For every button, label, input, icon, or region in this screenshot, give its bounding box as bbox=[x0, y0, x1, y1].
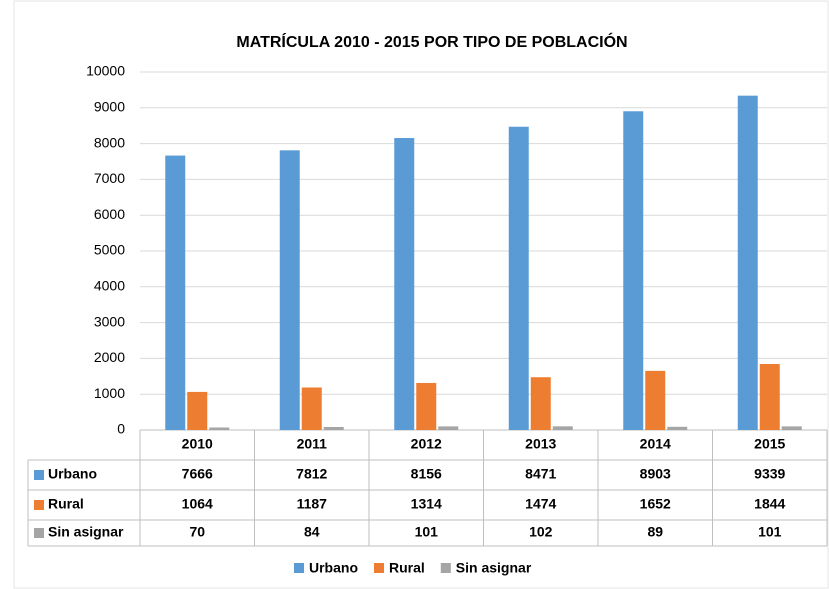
table-cell: 101 bbox=[415, 524, 439, 540]
table-cell: 1652 bbox=[640, 496, 671, 512]
table-cell: 84 bbox=[304, 524, 320, 540]
y-tick-label: 5000 bbox=[94, 242, 125, 258]
bar bbox=[438, 426, 459, 430]
y-tick-label: 4000 bbox=[94, 278, 125, 294]
x-tick-label: 2012 bbox=[411, 436, 442, 452]
bar bbox=[737, 95, 758, 430]
bar bbox=[645, 370, 666, 430]
bar bbox=[667, 426, 688, 430]
bar bbox=[552, 426, 573, 430]
table-cell: 102 bbox=[529, 524, 553, 540]
table-cell: 8903 bbox=[640, 466, 671, 482]
table-legend-swatch bbox=[34, 528, 44, 538]
table-row-label: Rural bbox=[48, 496, 84, 512]
y-tick-label: 9000 bbox=[94, 99, 125, 115]
legend-label: Rural bbox=[389, 560, 425, 576]
y-tick-label: 10000 bbox=[86, 63, 125, 79]
table-cell: 7812 bbox=[296, 466, 327, 482]
y-tick-label: 6000 bbox=[94, 206, 125, 222]
y-tick-label: 2000 bbox=[94, 349, 125, 365]
table-cell: 1187 bbox=[297, 496, 328, 512]
table-row-label: Sin asignar bbox=[48, 524, 124, 540]
chart-title: MATRÍCULA 2010 - 2015 POR TIPO DE POBLAC… bbox=[236, 32, 627, 51]
table-cell: 101 bbox=[758, 524, 782, 540]
y-tick-label: 0 bbox=[117, 421, 125, 437]
bar bbox=[209, 427, 230, 430]
legend-swatch bbox=[374, 563, 384, 573]
legend-label: Urbano bbox=[309, 560, 358, 576]
bar bbox=[394, 138, 415, 430]
bar bbox=[416, 382, 437, 430]
table-legend-swatch bbox=[34, 500, 44, 510]
y-tick-label: 1000 bbox=[94, 385, 125, 401]
table-cell: 8471 bbox=[525, 466, 556, 482]
legend-swatch bbox=[440, 563, 451, 573]
y-tick-label: 7000 bbox=[94, 170, 125, 186]
table-cell: 7666 bbox=[182, 466, 213, 482]
x-tick-label: 2013 bbox=[525, 436, 556, 452]
y-tick-label: 3000 bbox=[94, 313, 125, 329]
bar bbox=[530, 377, 551, 430]
table-cell: 1474 bbox=[525, 496, 556, 512]
table-cell: 1064 bbox=[182, 496, 213, 512]
legend-label: Sin asignar bbox=[456, 560, 532, 576]
bar bbox=[165, 155, 186, 431]
x-tick-label: 2014 bbox=[640, 436, 671, 452]
bar bbox=[508, 126, 529, 431]
y-tick-label: 8000 bbox=[94, 134, 125, 150]
table-cell: 1844 bbox=[754, 496, 785, 512]
bar bbox=[301, 387, 322, 430]
x-tick-label: 2010 bbox=[182, 436, 213, 452]
bar bbox=[279, 150, 300, 431]
table-cell: 1314 bbox=[411, 496, 442, 512]
table-cell: 9339 bbox=[754, 466, 785, 482]
x-tick-label: 2011 bbox=[297, 436, 328, 452]
table-cell: 89 bbox=[647, 524, 663, 540]
legend-swatch bbox=[294, 563, 304, 573]
table-cell: 8156 bbox=[411, 466, 442, 482]
table-legend-swatch bbox=[34, 470, 44, 480]
table-row-label: Urbano bbox=[48, 466, 97, 482]
bar bbox=[759, 363, 780, 430]
table-cell: 70 bbox=[189, 524, 205, 540]
bar bbox=[187, 391, 208, 430]
bar bbox=[623, 111, 644, 431]
bar bbox=[781, 426, 802, 430]
bar bbox=[323, 426, 344, 430]
x-tick-label: 2015 bbox=[754, 436, 785, 452]
